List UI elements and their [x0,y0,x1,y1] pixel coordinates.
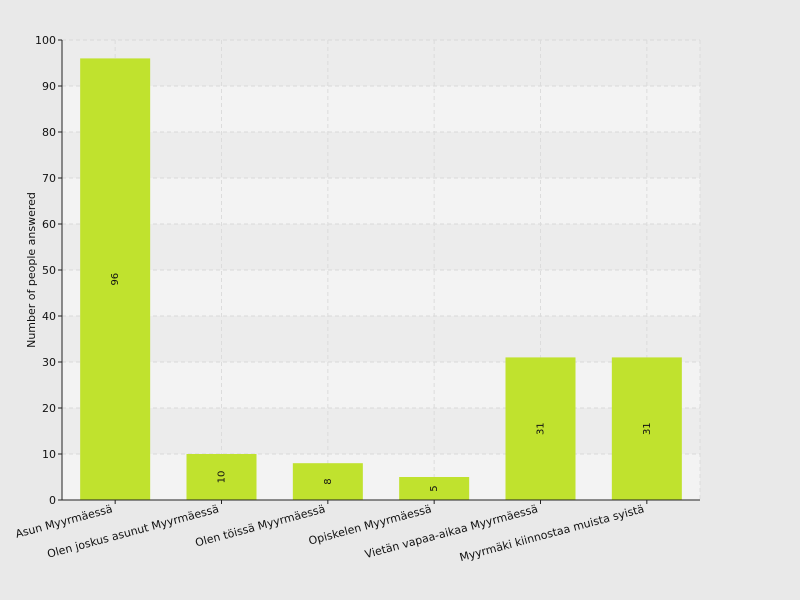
y-tick-label: 100 [35,34,56,47]
y-tick-label: 50 [42,264,56,277]
data-label: 10 [217,471,228,484]
bar [80,58,151,501]
plot-band [62,132,700,178]
bar [611,357,682,500]
y-tick-label: 0 [49,494,56,507]
plot-bands [62,40,700,500]
y-tick-label: 40 [42,310,56,323]
x-tick-label: Myyrmäki kiinnostaa muista syistä [458,502,645,564]
x-tick-label: Olen joskus asunut Myyrmäessä [46,502,220,560]
data-label: 96 [110,273,121,286]
y-axis-label: Number of people answered [25,192,38,348]
bars [80,58,682,501]
y-tick-label: 80 [42,126,56,139]
data-label: 31 [536,422,547,435]
plot-band [62,454,700,500]
plot-band [62,362,700,408]
plot-band [62,408,700,454]
bar [399,477,470,500]
plot-band [62,40,700,86]
data-label: 5 [429,485,440,491]
bar [292,463,363,500]
x-tick-label: Vietän vapaa-aikaa Myyrmäessä [363,502,539,561]
y-tick-label: 10 [42,448,56,461]
y-tick-label: 30 [42,356,56,369]
y-tick-label: 90 [42,80,56,93]
plot-band [62,178,700,224]
data-labels: 96 10 8 5 31 31 [110,273,653,492]
data-label: 31 [642,422,653,435]
data-label: 8 [323,478,334,484]
y-tick-label: 20 [42,402,56,415]
y-tick-label: 70 [42,172,56,185]
plot-band [62,86,700,132]
plot-band [62,270,700,316]
bar [505,357,576,500]
y-axis-ticks: 0 10 20 30 40 50 60 70 80 90 100 [35,34,62,507]
plot-band [62,316,700,362]
y-tick-label: 60 [42,218,56,231]
plot-band [62,224,700,270]
bar [186,454,257,500]
